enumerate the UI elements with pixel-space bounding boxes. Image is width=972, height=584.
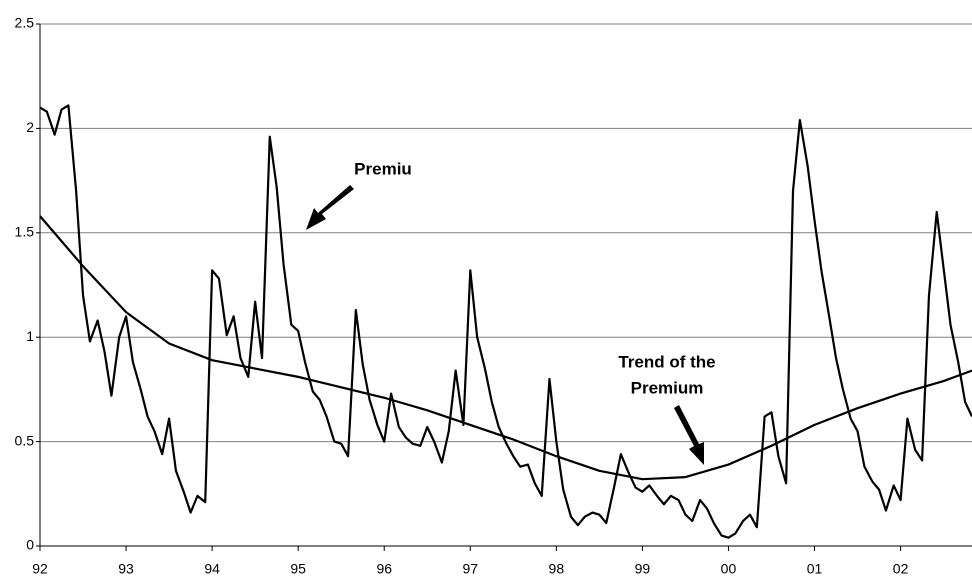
x-tick-label: 95	[290, 561, 306, 577]
x-tick-label: 93	[118, 561, 134, 577]
y-tick-label: 2	[26, 119, 34, 135]
y-tick-label: 1	[26, 328, 34, 344]
x-tick-label: 96	[376, 561, 392, 577]
x-tick-label: 92	[32, 561, 48, 577]
x-tick-label: 00	[721, 561, 737, 577]
y-tick-label: 2.5	[15, 15, 35, 31]
annotation: Premiu	[354, 159, 412, 178]
x-tick-label: 97	[462, 561, 478, 577]
arrow	[306, 185, 354, 230]
y-tick-label: 0.5	[15, 432, 35, 448]
x-tick-label: 99	[635, 561, 651, 577]
line-series	[39, 104, 972, 539]
x-tick-label: 02	[893, 561, 909, 577]
y-tick-label: 0	[26, 537, 34, 553]
annotation: Premium	[631, 378, 704, 397]
y-tick-label: 1.5	[15, 224, 35, 240]
x-tick-label: 01	[807, 561, 823, 577]
arrow	[674, 405, 704, 465]
line-series	[39, 215, 972, 481]
x-tick-label: 94	[204, 561, 220, 577]
x-tick-label: 98	[549, 561, 565, 577]
annotation: Trend of the	[618, 352, 715, 371]
